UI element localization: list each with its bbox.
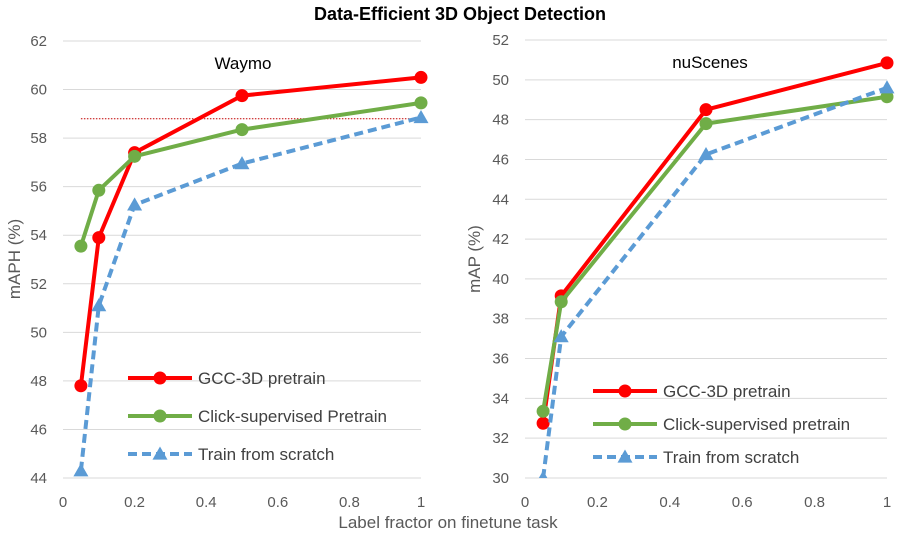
data-point bbox=[235, 123, 249, 137]
y-tick-label: 44 bbox=[492, 191, 509, 208]
y-tick-label: 46 bbox=[492, 151, 509, 168]
data-point bbox=[73, 463, 89, 477]
nuscenes-title: nuScenes bbox=[672, 53, 748, 72]
y-tick-label: 46 bbox=[30, 421, 47, 438]
y-tick-label: 48 bbox=[492, 112, 509, 129]
legend: GCC-3D pretrain Click-supervised pretrain… bbox=[593, 382, 850, 467]
y-tick-label: 32 bbox=[492, 430, 509, 447]
data-point bbox=[234, 156, 250, 170]
y-tick-label: 54 bbox=[30, 227, 47, 244]
y-tick-label: 50 bbox=[492, 72, 509, 89]
series-click-supervised-pretrain bbox=[536, 90, 894, 418]
legend-marker bbox=[153, 371, 167, 385]
series-line bbox=[541, 85, 888, 478]
y-tick-label: 38 bbox=[492, 311, 509, 328]
legend: GCC-3D pretrain Click-supervised Pretrain… bbox=[128, 369, 387, 464]
legend-marker bbox=[153, 409, 167, 423]
y-tick-label: 60 bbox=[30, 82, 47, 99]
x-tick-label: 0.4 bbox=[659, 494, 680, 511]
y-tick-label: 62 bbox=[30, 33, 47, 50]
data-point bbox=[413, 109, 429, 124]
data-point bbox=[414, 70, 428, 84]
x-tick-label: 0.2 bbox=[587, 494, 608, 511]
y-tick-label: 48 bbox=[30, 373, 47, 390]
data-point bbox=[74, 239, 88, 253]
data-point bbox=[92, 231, 106, 245]
data-point bbox=[880, 56, 894, 70]
waymo-panel: 44 46 48 50 52 54 56 58 60 62 0 0.2 0.4 0.6 0.8 1 Waymo m… bbox=[5, 33, 429, 511]
legend-item: Click-supervised pretrain bbox=[593, 415, 850, 434]
series-train-from-scratch bbox=[73, 109, 429, 477]
y-axis-label: mAP (%) bbox=[465, 225, 484, 293]
series-train-from-scratch bbox=[538, 80, 895, 478]
data-point bbox=[414, 96, 428, 110]
legend-item: Click-supervised Pretrain bbox=[128, 407, 387, 426]
data-point bbox=[880, 90, 894, 104]
data-point bbox=[536, 404, 550, 418]
y-tick-label: 58 bbox=[30, 130, 47, 147]
legend-marker bbox=[152, 446, 168, 460]
y-tick-label: 30 bbox=[492, 470, 509, 487]
data-point bbox=[128, 149, 142, 163]
legend-label: Train from scratch bbox=[198, 445, 334, 464]
data-point bbox=[92, 183, 106, 197]
data-point bbox=[698, 146, 714, 161]
y-axis-label: mAPH (%) bbox=[5, 219, 24, 299]
legend-label: Train from scratch bbox=[663, 448, 799, 467]
legend-item: GCC-3D pretrain bbox=[128, 369, 326, 388]
x-tick-label: 0.6 bbox=[732, 494, 753, 511]
y-tick-label: 42 bbox=[492, 231, 509, 248]
y-tick-label: 44 bbox=[30, 470, 47, 487]
legend-marker bbox=[618, 384, 632, 398]
data-point bbox=[879, 80, 895, 94]
legend-item: Train from scratch bbox=[128, 445, 334, 464]
figure-title: Data-Efficient 3D Object Detection bbox=[314, 4, 606, 24]
y-tick-label: 52 bbox=[492, 32, 509, 49]
x-tick-label: 0.6 bbox=[267, 494, 288, 511]
legend-marker bbox=[618, 417, 632, 431]
legend-item: Train from scratch bbox=[593, 448, 799, 467]
waymo-title: Waymo bbox=[215, 54, 272, 73]
y-tick-label: 50 bbox=[30, 324, 47, 341]
data-point bbox=[538, 470, 548, 478]
legend-item: GCC-3D pretrain bbox=[593, 382, 791, 401]
x-tick-label: 0 bbox=[521, 494, 529, 511]
x-tick-label: 1 bbox=[883, 494, 891, 511]
data-point bbox=[553, 329, 569, 343]
x-tick-label: 0.2 bbox=[124, 494, 145, 511]
y-tick-label: 36 bbox=[492, 351, 509, 368]
y-tick-label: 40 bbox=[492, 271, 509, 288]
x-tick-label: 1 bbox=[417, 494, 425, 511]
series-click-supervised-pretrain bbox=[74, 96, 428, 253]
legend-label: GCC-3D pretrain bbox=[663, 382, 791, 401]
legend-label: Click-supervised Pretrain bbox=[198, 407, 387, 426]
legend-label: Click-supervised pretrain bbox=[663, 415, 850, 434]
nuscenes-panel: 30 32 34 36 38 40 42 44 46 48 50 52 0 0.2 0.4 0.6 0.8 1 nu… bbox=[465, 32, 895, 511]
y-tick-label: 52 bbox=[30, 276, 47, 293]
series-line bbox=[541, 94, 888, 412]
data-point bbox=[699, 103, 713, 117]
data-point bbox=[235, 89, 249, 103]
data-point bbox=[536, 416, 550, 430]
data-point bbox=[91, 298, 107, 312]
legend-marker bbox=[617, 449, 633, 463]
x-tick-label: 0.4 bbox=[196, 494, 217, 511]
data-point bbox=[74, 379, 88, 393]
data-point bbox=[554, 295, 568, 309]
data-point bbox=[699, 117, 713, 131]
x-axis-label: Label fractor on finetune task bbox=[338, 513, 558, 532]
x-tick-label: 0.8 bbox=[339, 494, 360, 511]
data-point bbox=[127, 197, 143, 211]
legend-label: GCC-3D pretrain bbox=[198, 369, 326, 388]
x-tick-label: 0 bbox=[59, 494, 67, 511]
x-tick-label: 0.8 bbox=[804, 494, 825, 511]
y-tick-label: 56 bbox=[30, 179, 47, 196]
y-tick-label: 34 bbox=[492, 390, 509, 407]
